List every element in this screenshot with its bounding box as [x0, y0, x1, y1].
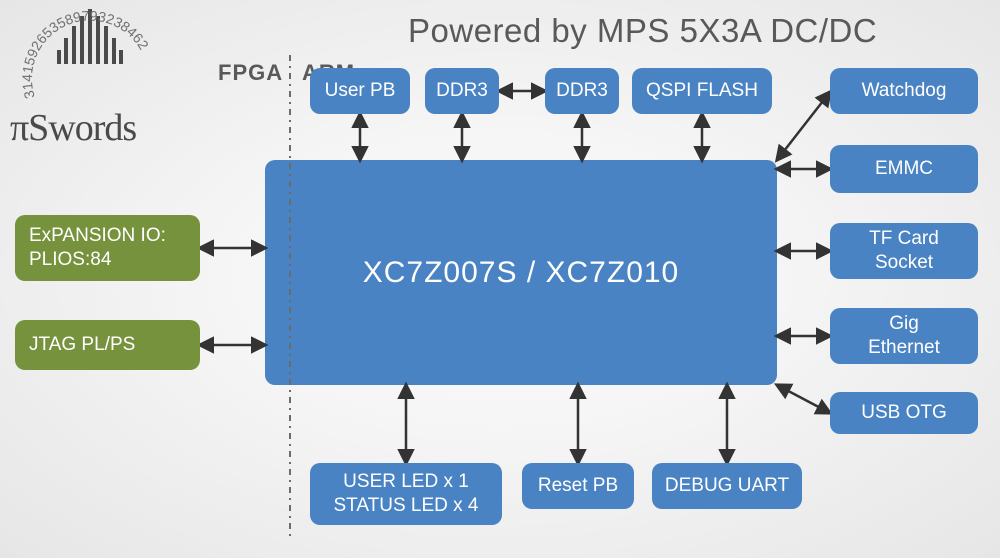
block-label-watchdog: Watchdog [862, 79, 947, 103]
block-label-tfcard: TF Card Socket [869, 227, 939, 275]
block-label-duart: DEBUG UART [665, 474, 789, 498]
section-fpga: FPGA [218, 60, 283, 86]
block-leds: USER LED x 1 STATUS LED x 4 [310, 463, 502, 525]
block-duart: DEBUG UART [652, 463, 802, 509]
block-label-usbotg: USB OTG [861, 401, 947, 425]
block-label-qspi: QSPI FLASH [646, 79, 758, 103]
block-exp_io: ExPANSION IO: PLIOS:84 [15, 215, 200, 281]
block-label-reset: Reset PB [538, 474, 618, 498]
block-watchdog: Watchdog [830, 68, 978, 114]
logo-text: πSwords [10, 106, 136, 150]
block-user_pb: User PB [310, 68, 410, 114]
page-title: Powered by MPS 5X3A DC/DC [408, 12, 877, 50]
block-label-jtag: JTAG PL/PS [29, 333, 135, 357]
block-label-gige: Gig Ethernet [868, 312, 940, 360]
center-chip-label: XC7Z007S / XC7Z010 [363, 256, 680, 290]
block-label-user_pb: User PB [325, 79, 396, 103]
block-qspi: QSPI FLASH [632, 68, 772, 114]
block-jtag: JTAG PL/PS [15, 320, 200, 370]
block-usbotg: USB OTG [830, 392, 978, 434]
svg-text:3141592653589793238462: 3141592653589793238462 [19, 7, 152, 100]
block-center-chip: XC7Z007S / XC7Z010 [265, 160, 777, 385]
block-ddr3_1: DDR3 [425, 68, 499, 114]
block-emmc: EMMC [830, 145, 978, 193]
block-label-ddr3_2: DDR3 [556, 79, 608, 103]
block-ddr3_2: DDR3 [545, 68, 619, 114]
block-gige: Gig Ethernet [830, 308, 978, 364]
block-label-emmc: EMMC [875, 157, 933, 181]
block-label-leds: USER LED x 1 STATUS LED x 4 [334, 470, 479, 518]
block-reset: Reset PB [522, 463, 634, 509]
block-tfcard: TF Card Socket [830, 223, 978, 279]
block-label-exp_io: ExPANSION IO: PLIOS:84 [29, 224, 166, 272]
block-label-ddr3_1: DDR3 [436, 79, 488, 103]
